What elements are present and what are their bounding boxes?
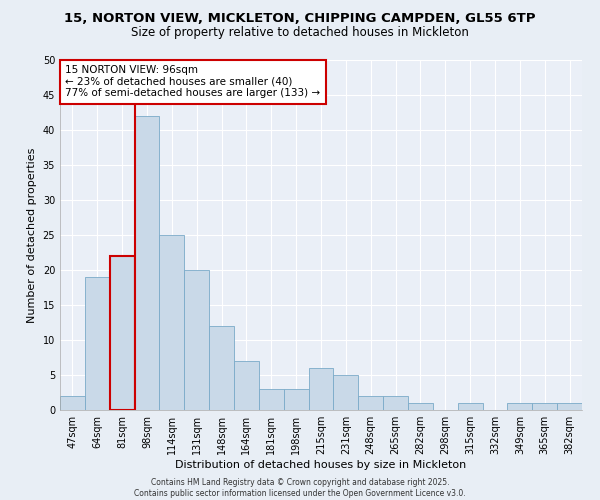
Bar bbox=[259, 389, 284, 410]
Bar bbox=[408, 403, 433, 410]
Bar bbox=[85, 277, 110, 410]
Bar bbox=[209, 326, 234, 410]
Bar bbox=[184, 270, 209, 410]
X-axis label: Distribution of detached houses by size in Mickleton: Distribution of detached houses by size … bbox=[175, 460, 467, 470]
Bar bbox=[134, 116, 160, 410]
Bar bbox=[557, 403, 582, 410]
Bar bbox=[60, 396, 85, 410]
Bar bbox=[532, 403, 557, 410]
Bar bbox=[508, 403, 532, 410]
Text: Contains HM Land Registry data © Crown copyright and database right 2025.
Contai: Contains HM Land Registry data © Crown c… bbox=[134, 478, 466, 498]
Bar bbox=[234, 361, 259, 410]
Bar bbox=[110, 256, 134, 410]
Bar bbox=[160, 235, 184, 410]
Bar bbox=[308, 368, 334, 410]
Bar bbox=[334, 375, 358, 410]
Bar bbox=[358, 396, 383, 410]
Text: 15 NORTON VIEW: 96sqm
← 23% of detached houses are smaller (40)
77% of semi-deta: 15 NORTON VIEW: 96sqm ← 23% of detached … bbox=[65, 66, 320, 98]
Bar bbox=[383, 396, 408, 410]
Y-axis label: Number of detached properties: Number of detached properties bbox=[27, 148, 37, 322]
Bar bbox=[284, 389, 308, 410]
Bar bbox=[458, 403, 482, 410]
Text: Size of property relative to detached houses in Mickleton: Size of property relative to detached ho… bbox=[131, 26, 469, 39]
Text: 15, NORTON VIEW, MICKLETON, CHIPPING CAMPDEN, GL55 6TP: 15, NORTON VIEW, MICKLETON, CHIPPING CAM… bbox=[64, 12, 536, 26]
